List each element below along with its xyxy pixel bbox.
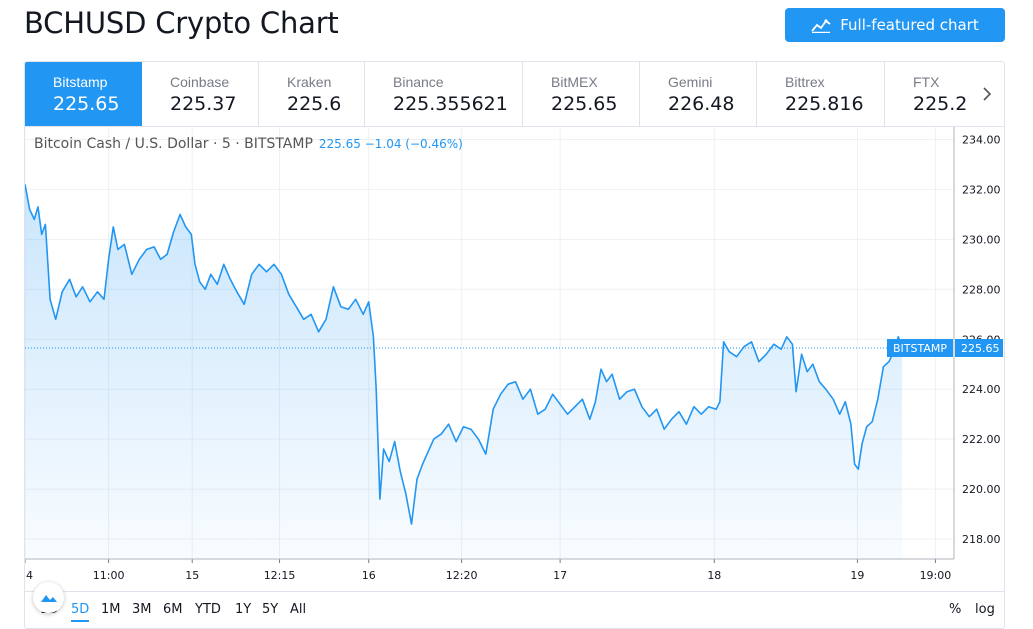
range-3m[interactable]: 3M	[132, 602, 152, 617]
range-1m[interactable]: 1M	[101, 602, 121, 617]
y-tick-label: 230.00	[962, 233, 1001, 246]
x-tick-label: 4	[26, 569, 33, 582]
y-tick-label: 232.00	[962, 183, 1001, 196]
tab-price: 225.27	[913, 93, 980, 115]
cloud-logo-icon	[40, 594, 57, 602]
x-tick-label: 16	[362, 569, 376, 582]
tab-ftx[interactable]: FTX 225.27	[885, 62, 995, 126]
y-tick-label: 228.00	[962, 283, 1001, 296]
tab-bitstamp[interactable]: Bitstamp 225.65	[25, 62, 142, 126]
full-featured-chart-label: Full-featured chart	[840, 16, 979, 34]
chart-legend: Bitcoin Cash / U.S. Dollar · 5 · BITSTAM…	[34, 136, 463, 152]
tab-name: Gemini	[668, 74, 713, 90]
tab-price: 225.816	[785, 93, 864, 115]
price-area	[25, 184, 902, 559]
tab-name: Bitstamp	[53, 74, 108, 90]
tab-price: 225.65	[551, 93, 618, 115]
page-title: BCHUSD Crypto Chart	[24, 6, 339, 40]
log-scale-toggle[interactable]: log	[975, 602, 995, 617]
tab-coinbase[interactable]: Coinbase 225.37	[142, 62, 259, 126]
x-tick-label: 15	[185, 569, 199, 582]
price-chart[interactable]: 234.00232.00230.00228.00226.00224.00222.…	[25, 127, 1004, 589]
price-line	[25, 184, 903, 525]
price-tag-value: 225.65	[961, 342, 1000, 355]
chevron-right-icon	[982, 87, 991, 101]
range-5y[interactable]: 5Y	[262, 602, 279, 617]
y-tick-label: 222.00	[962, 433, 1001, 446]
x-tick-label: 12:15	[264, 569, 296, 582]
tab-bittrex[interactable]: Bittrex 225.816	[757, 62, 885, 126]
exchange-tabs: Bitstamp 225.65 Coinbase 225.37 Kraken 2…	[25, 62, 1004, 127]
tab-price: 225.355621	[393, 93, 508, 115]
tab-price: 225.37	[170, 93, 237, 115]
y-tick-label: 220.00	[962, 483, 1001, 496]
tab-name: BitMEX	[551, 74, 598, 90]
range-5d[interactable]: 5D	[71, 602, 90, 622]
chart-line-icon	[811, 19, 831, 33]
x-tick-label: 19	[850, 569, 864, 582]
tab-kraken[interactable]: Kraken 225.6	[259, 62, 365, 126]
tab-name: Kraken	[287, 74, 332, 90]
chart-area[interactable]: Bitcoin Cash / U.S. Dollar · 5 · BITSTAM…	[25, 127, 1004, 613]
x-tick-label: 11:00	[93, 569, 125, 582]
range-ytd[interactable]: YTD	[195, 602, 221, 617]
tab-price: 225.6	[287, 93, 342, 115]
tab-binance[interactable]: Binance 225.355621	[365, 62, 523, 126]
tab-name: Coinbase	[170, 74, 230, 90]
y-tick-label: 224.00	[962, 383, 1001, 396]
y-tick-label: 234.00	[962, 133, 1001, 146]
percent-scale-toggle[interactable]: %	[949, 602, 962, 617]
tradingview-logo-icon[interactable]	[33, 582, 64, 613]
tab-price: 226.48	[668, 93, 735, 115]
range-1y[interactable]: 1Y	[235, 602, 252, 617]
range-all[interactable]: All	[290, 602, 307, 617]
full-featured-chart-button[interactable]: Full-featured chart	[785, 8, 1005, 42]
tab-name: FTX	[913, 74, 940, 90]
tab-gemini[interactable]: Gemini 226.48	[640, 62, 757, 126]
current-price-tag: BITSTAMP 225.65	[887, 338, 1003, 357]
legend-value: 225.65 −1.04 (−0.46%)	[318, 137, 463, 151]
tab-name: Bittrex	[785, 74, 825, 90]
x-tick-label: 17	[553, 569, 567, 582]
tabs-next-button[interactable]	[969, 62, 1004, 126]
chart-widget: Bitstamp 225.65 Coinbase 225.37 Kraken 2…	[24, 61, 1005, 629]
legend-symbol: Bitcoin Cash / U.S. Dollar · 5 · BITSTAM…	[34, 136, 313, 152]
tab-name: Binance	[393, 74, 444, 90]
tab-price: 225.65	[53, 93, 120, 115]
price-tag-label: BITSTAMP	[893, 342, 947, 355]
range-6m[interactable]: 6M	[163, 602, 183, 617]
x-tick-label: 19:00	[920, 569, 952, 582]
y-tick-label: 218.00	[962, 533, 1001, 546]
x-tick-label: 18	[707, 569, 721, 582]
bottom-toolbar: 1D 5D 1M 3M 6M YTD 1Y 5Y All % log	[25, 591, 1004, 628]
x-tick-label: 12:20	[446, 569, 478, 582]
tab-bitmex[interactable]: BitMEX 225.65	[523, 62, 640, 126]
